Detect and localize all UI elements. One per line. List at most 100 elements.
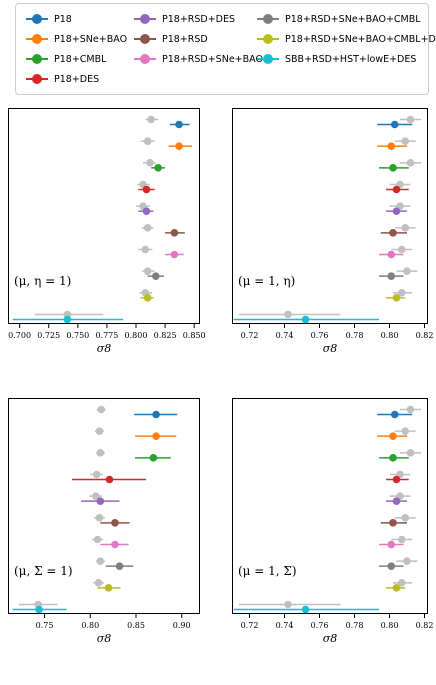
chart-panel-sigma: 0.72 0.74 0.76 0.78 0.80 0.82 σ8 (μ = 1, Σ) bbox=[232, 398, 433, 645]
data-point bbox=[301, 315, 310, 324]
reference-point bbox=[143, 137, 152, 145]
data-row bbox=[233, 600, 379, 614]
x-tick-label: 0.80 bbox=[381, 331, 399, 340]
data-row bbox=[72, 470, 147, 484]
x-tick-label: 0.850 bbox=[183, 331, 206, 340]
data-point bbox=[96, 497, 105, 505]
data-point bbox=[389, 164, 397, 172]
x-tick-label: 0.76 bbox=[311, 621, 329, 630]
x-axis-label: σ8 bbox=[97, 342, 112, 355]
reference-point bbox=[406, 115, 415, 124]
data-point bbox=[389, 519, 397, 527]
legend-marker bbox=[134, 33, 156, 45]
axes-frame bbox=[8, 398, 200, 614]
reference-point bbox=[93, 535, 102, 544]
x-tick-label: 0.80 bbox=[381, 621, 399, 630]
data-row bbox=[379, 557, 418, 570]
data-point bbox=[387, 142, 396, 150]
data-point bbox=[170, 250, 179, 259]
reference-point bbox=[397, 289, 406, 297]
data-point bbox=[142, 207, 151, 215]
data-row bbox=[95, 449, 171, 462]
data-row bbox=[377, 427, 416, 440]
legend-item-sbb-rsd-hst-lowe-des: SBB+RSD+HST+lowE+DES bbox=[257, 50, 416, 68]
reference-point bbox=[397, 579, 406, 587]
x-tick-label: 0.76 bbox=[311, 331, 329, 340]
legend-marker bbox=[257, 53, 279, 65]
chart-panel-eta: 0.72 0.74 0.76 0.78 0.80 0.82 σ8 (μ = 1, η) bbox=[232, 108, 433, 355]
legend-item-p18-sne-bao: P18+SNe+BAO bbox=[26, 30, 127, 48]
data-point bbox=[175, 120, 183, 129]
data-point bbox=[389, 454, 397, 462]
reference-point bbox=[95, 514, 104, 522]
x-tick-label: 0.700 bbox=[8, 331, 31, 340]
legend-label: P18+SNe+BAO bbox=[54, 33, 128, 45]
data-point bbox=[154, 164, 162, 172]
x-tick-label: 0.72 bbox=[241, 331, 259, 340]
legend: P18 P18+SNe+BAO P18+CMBL P18+DES P18+RSD… bbox=[15, 3, 436, 95]
data-point bbox=[63, 315, 72, 324]
legend-item-p18-des: P18+DES bbox=[26, 70, 99, 88]
legend-label: P18+RSD+SNe+BAO+CMBL bbox=[285, 13, 421, 25]
data-point bbox=[142, 185, 151, 194]
x-tick-label: 0.90 bbox=[173, 621, 191, 630]
panel-annotation: (μ = 1, Σ) bbox=[238, 564, 297, 578]
x-tick-label: 0.78 bbox=[346, 621, 364, 630]
reference-point bbox=[143, 224, 152, 232]
reference-point bbox=[401, 514, 410, 522]
reference-point bbox=[406, 405, 415, 414]
x-tick-label: 0.825 bbox=[154, 331, 177, 340]
reference-point bbox=[397, 245, 406, 254]
data-row bbox=[145, 115, 190, 129]
legend-marker bbox=[26, 73, 48, 85]
reference-point bbox=[95, 427, 104, 435]
data-row bbox=[386, 202, 411, 215]
legend-marker bbox=[26, 33, 48, 45]
legend-label: P18+RSD+DES bbox=[162, 13, 236, 25]
reference-point bbox=[97, 405, 106, 414]
data-row bbox=[379, 245, 413, 259]
data-row bbox=[136, 202, 154, 215]
reference-point bbox=[401, 224, 410, 232]
x-axis-label: σ8 bbox=[323, 632, 338, 645]
reference-point bbox=[96, 449, 105, 457]
legend-item-p18-rsd-sne-bao: P18+RSD+SNe+BAO bbox=[134, 50, 263, 68]
data-row bbox=[386, 470, 411, 484]
data-point bbox=[392, 294, 401, 302]
data-point bbox=[175, 142, 183, 150]
legend-item-p18-rsd: P18+RSD bbox=[134, 30, 208, 48]
chart-panel-mu-sigma: 0.75 0.80 0.85 0.90 σ8 (μ, Σ = 1) bbox=[8, 398, 200, 645]
data-point bbox=[392, 497, 401, 505]
data-row bbox=[380, 224, 416, 237]
data-row bbox=[93, 514, 130, 527]
data-point bbox=[390, 120, 399, 129]
legend-item-p18-rsd-sne-bao-cmbl-des: P18+RSD+SNe+BAO+CMBL+DES bbox=[257, 30, 436, 48]
data-row bbox=[81, 492, 120, 505]
x-tick-label: 0.800 bbox=[125, 331, 148, 340]
reference-point bbox=[284, 310, 292, 319]
reference-point bbox=[91, 492, 100, 500]
x-tick-label: 0.75 bbox=[36, 621, 54, 630]
data-point bbox=[35, 605, 43, 614]
x-tick-label: 0.85 bbox=[127, 621, 145, 630]
data-point bbox=[389, 229, 397, 237]
data-point bbox=[387, 250, 396, 259]
data-row bbox=[386, 289, 413, 302]
legend-marker bbox=[134, 53, 156, 65]
data-row bbox=[377, 115, 421, 129]
panel-annotation: (μ, η = 1) bbox=[14, 274, 71, 288]
data-point bbox=[389, 432, 397, 440]
data-row bbox=[379, 159, 421, 172]
legend-label: P18+RSD+SNe+BAO+CMBL+DES bbox=[285, 33, 436, 45]
data-point bbox=[152, 410, 160, 419]
x-axis-label: σ8 bbox=[323, 342, 338, 355]
x-tick-label: 0.775 bbox=[95, 331, 118, 340]
data-row bbox=[93, 579, 121, 592]
data-point bbox=[392, 185, 401, 194]
reference-point bbox=[401, 427, 410, 435]
data-point bbox=[387, 562, 396, 570]
legend-marker bbox=[26, 13, 48, 25]
legend-item-p18-rsd-sne-bao-cmbl: P18+RSD+SNe+BAO+CMBL bbox=[257, 10, 421, 28]
data-row bbox=[379, 449, 421, 462]
x-tick-label: 0.750 bbox=[66, 331, 89, 340]
